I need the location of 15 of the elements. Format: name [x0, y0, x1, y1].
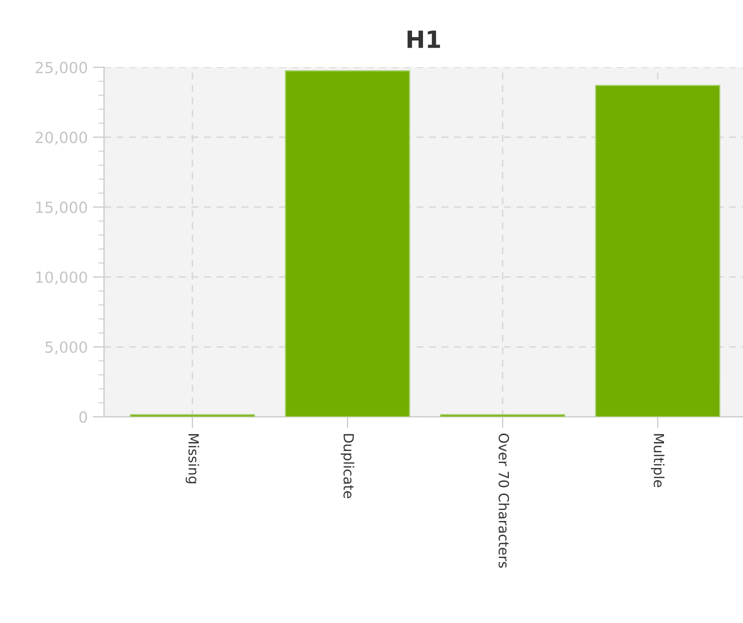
- y-tick-label: 25,000: [36, 62, 88, 75]
- y-tick-label: 0: [79, 411, 88, 423]
- x-tick-label: Multiple: [650, 434, 664, 488]
- y-tick-label: 20,000: [36, 132, 88, 145]
- chart-title: H1: [408, 30, 440, 48]
- bar: [440, 414, 566, 417]
- x-tick-label: Over 70 Characters: [498, 434, 510, 568]
- bar: [595, 84, 720, 417]
- x-tick-label: Duplicate: [340, 434, 354, 498]
- bar: [284, 70, 410, 417]
- bar: [130, 414, 256, 417]
- y-tick-label: 10,000: [36, 271, 88, 285]
- x-tick-label: Missing: [186, 434, 200, 484]
- y-tick-label: 5,000: [45, 341, 88, 354]
- y-tick-label: 15,000: [36, 202, 88, 215]
